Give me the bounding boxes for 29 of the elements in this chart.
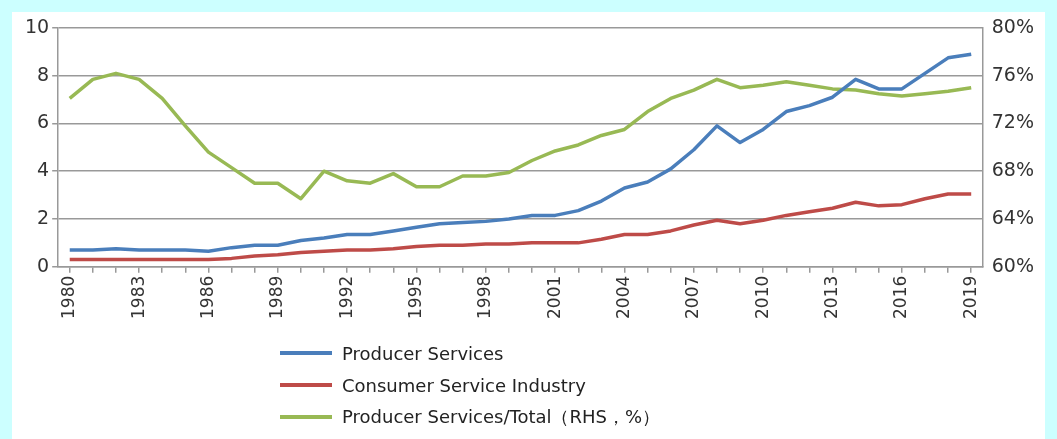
legend-label: Consumer Service Industry	[342, 374, 586, 396]
x-tick-label: 2004	[612, 275, 633, 319]
x-tick-label: 1983	[127, 275, 148, 319]
x-tick-label: 1995	[404, 275, 425, 319]
y2-tick-label: 80%	[991, 14, 1034, 37]
x-tick-label: 1998	[474, 275, 495, 319]
y-tick-label: 8	[37, 62, 50, 85]
y-tick-label: 2	[37, 205, 50, 228]
y2-tick-label: 72%	[991, 110, 1034, 133]
legend-label: Producer Services/Total（RHS，%）	[342, 405, 661, 429]
x-tick-label: 2001	[543, 275, 564, 319]
y-tick-label: 6	[37, 110, 50, 133]
x-tick-label: 1980	[58, 275, 79, 319]
x-tick-label: 1989	[266, 275, 287, 319]
y-tick-label: 0	[37, 253, 50, 276]
x-tick-label: 2013	[820, 275, 841, 319]
x-tick-label: 1992	[335, 275, 356, 319]
y2-tick-label: 64%	[991, 205, 1034, 228]
x-tick-label: 2016	[890, 275, 911, 319]
x-tick-label: 1986	[196, 275, 217, 319]
y2-tick-label: 76%	[991, 62, 1034, 85]
y2-tick-label: 68%	[991, 158, 1034, 181]
x-tick-label: 2010	[751, 275, 772, 319]
y-tick-label: 4	[37, 158, 50, 181]
legend-label: Producer Services	[342, 342, 504, 364]
x-tick-label: 2007	[682, 275, 703, 319]
y2-tick-label: 60%	[991, 253, 1034, 276]
y-tick-label: 10	[24, 14, 50, 37]
x-tick-label: 2019	[959, 275, 980, 319]
